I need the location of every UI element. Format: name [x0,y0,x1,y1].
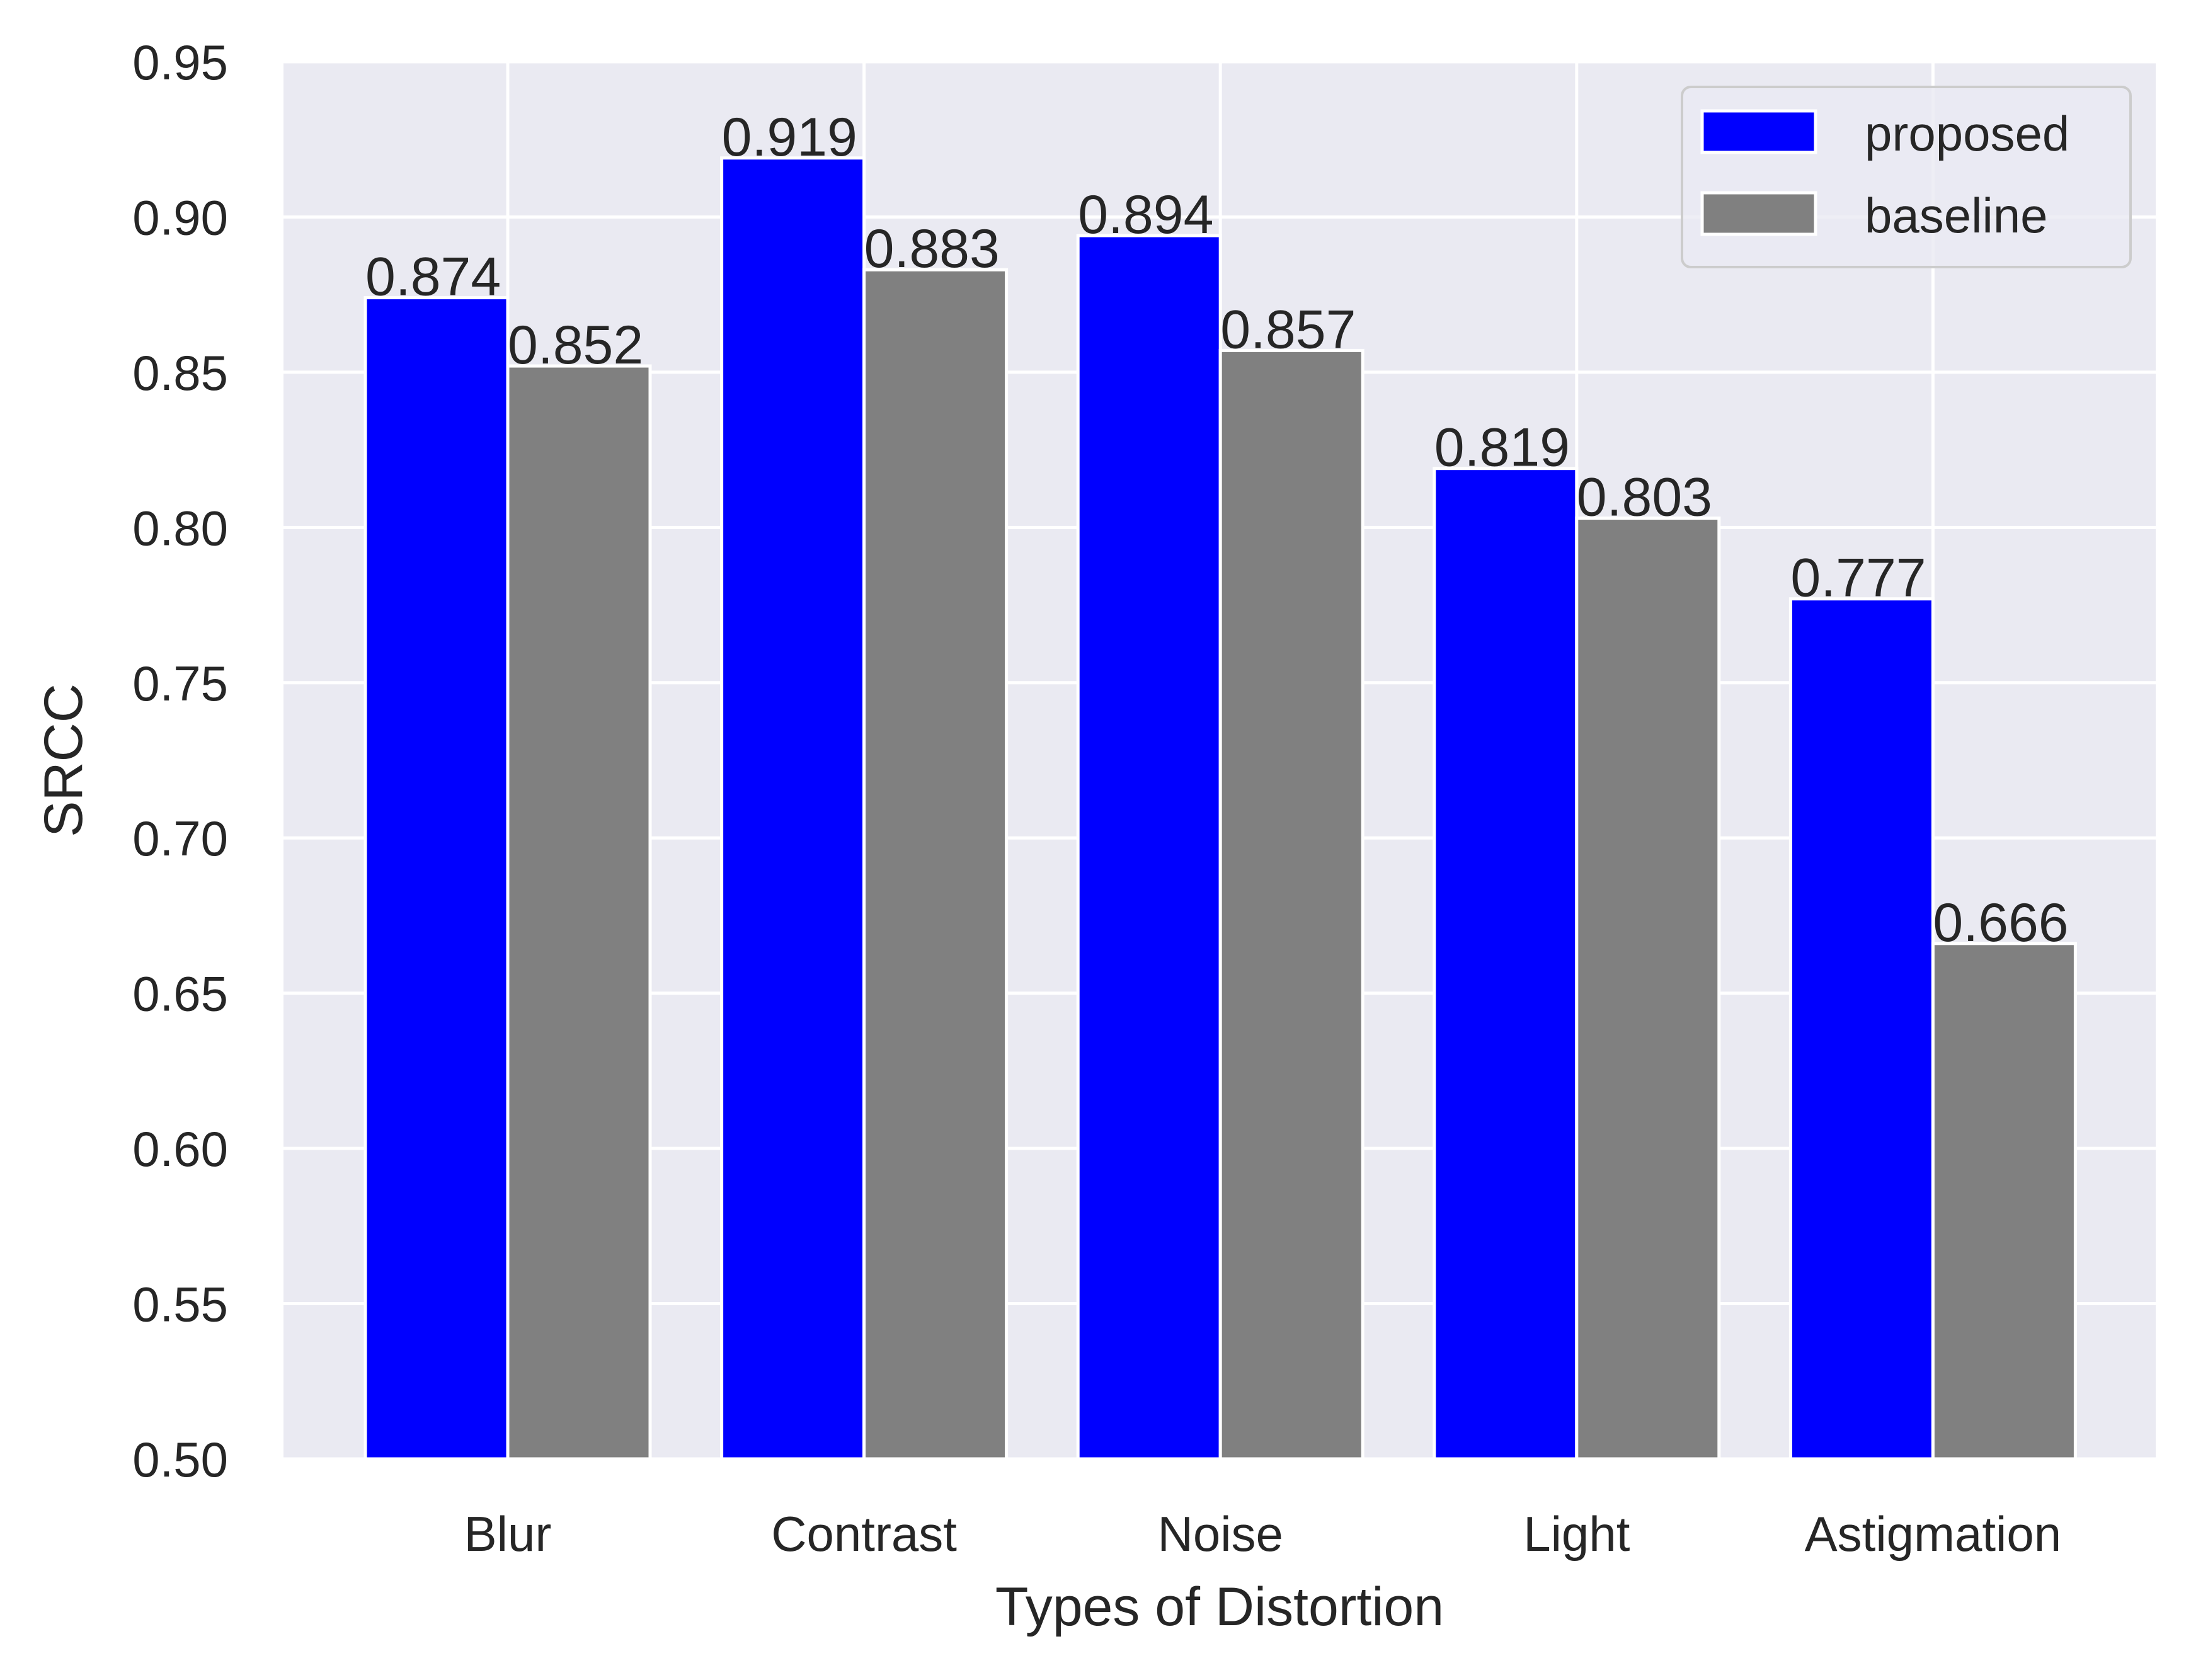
x-tick-label-contrast: Contrast [771,1506,957,1562]
data-labels-layer: 0.874 0.919 0.894 0.819 0.777 0.852 0.883 0.857… [365,107,2069,953]
legend: proposed baseline [1681,86,2132,268]
x-tick-label-noise: Noise [1157,1506,1283,1562]
bar-proposed-astigmation [1788,597,1935,1461]
y-tick-label-9: 0.95 [132,35,228,90]
y-tick-label-2: 0.60 [132,1121,228,1177]
bar-baseline-blur [506,364,652,1461]
bar-proposed-noise [1076,234,1222,1461]
bar-proposed-light [1433,467,1579,1461]
y-tick-label-6: 0.80 [132,500,228,556]
data-label-baseline-contrast: 0.883 [864,219,1000,279]
x-axis-ticks: Blur Contrast Noise Light Astigmation [464,1506,2062,1562]
data-label-proposed-blur: 0.874 [365,247,501,307]
x-axis-label: Types of Distortion [995,1577,1444,1637]
legend-swatch-baseline [1700,191,1817,236]
bar-baseline-light [1575,517,1721,1461]
data-label-baseline-noise: 0.857 [1220,299,1356,360]
legend-label-baseline: baseline [1865,188,2048,243]
data-label-proposed-contrast: 0.919 [722,107,857,168]
x-tick-label-blur: Blur [464,1506,552,1562]
y-axis-label: SRCC [33,683,94,837]
y-tick-label-7: 0.85 [132,345,228,401]
legend-swatch-proposed [1700,109,1817,154]
bar-proposed-blur [363,296,510,1461]
y-tick-label-3: 0.65 [132,966,228,1022]
data-label-baseline-light: 0.803 [1577,467,1712,528]
bars-layer [363,156,2077,1461]
y-tick-label-1: 0.55 [132,1277,228,1332]
data-label-proposed-astigmation: 0.777 [1790,548,1926,609]
bar-baseline-contrast [862,268,1009,1461]
y-tick-label-5: 0.75 [132,656,228,711]
bar-baseline-noise [1218,348,1364,1461]
y-tick-label-4: 0.70 [132,811,228,866]
bar-proposed-contrast [720,156,866,1461]
y-tick-label-0: 0.50 [132,1432,228,1487]
legend-label-proposed: proposed [1865,106,2069,161]
data-label-baseline-astigmation: 0.666 [1933,893,2068,953]
x-tick-label-astigmation: Astigmation [1805,1506,2062,1562]
x-tick-label-light: Light [1523,1506,1630,1562]
data-label-baseline-blur: 0.852 [508,315,643,375]
y-axis-ticks: 0.50 0.55 0.60 0.65 0.70 0.75 0.80 0.85 0.90 0.95 [132,35,228,1487]
bar-baseline-astigmation [1931,942,2077,1461]
data-label-proposed-noise: 0.894 [1078,185,1213,245]
data-label-proposed-light: 0.819 [1434,418,1570,478]
y-tick-label-8: 0.90 [132,190,228,245]
